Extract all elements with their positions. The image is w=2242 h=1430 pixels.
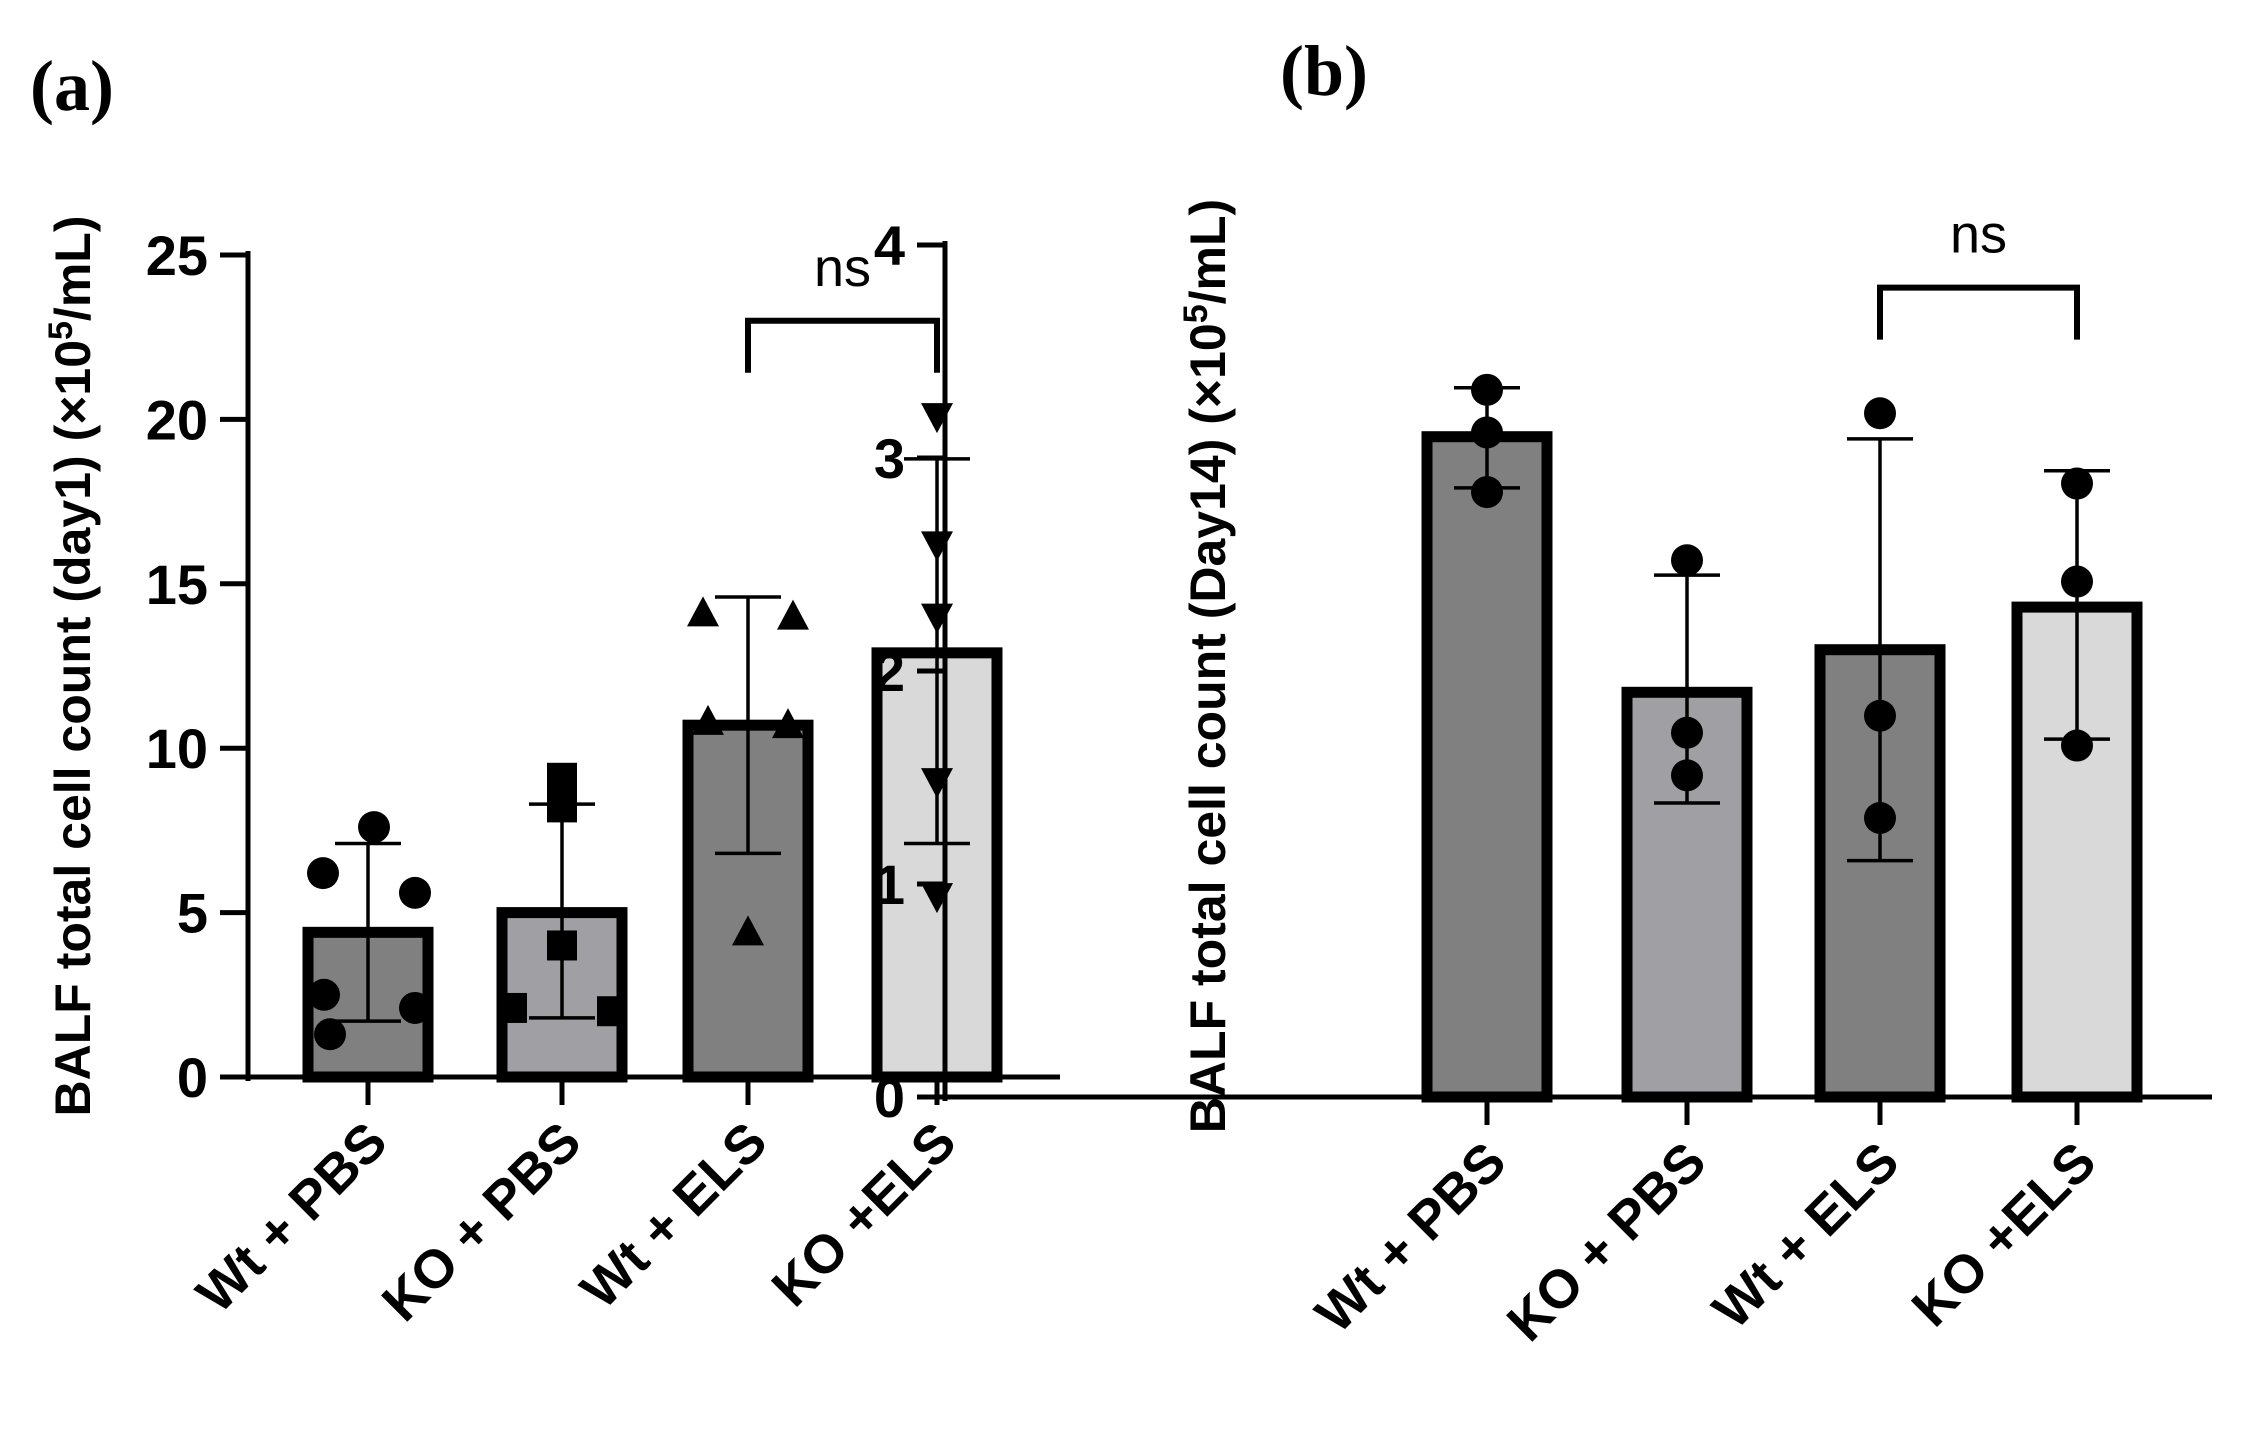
x-tick-label-b-4: KO +ELS [1901,1131,2108,1338]
data-point-a-4-1 [921,403,953,434]
significance-bracket-b [1877,284,2080,340]
x-tick-label-b-3: Wt + ELS [1702,1131,1911,1340]
y-tick-label-a-5: 25 [146,224,208,287]
data-point-a-1-4 [308,978,340,1011]
data-point-a-1-2 [307,857,339,890]
data-point-b-2-2 [1671,716,1703,749]
data-point-b-3-3 [1864,801,1896,834]
data-point-a-1-6 [314,1018,346,1051]
bar-a-4 [871,647,1003,1083]
x-tick-label-a-4: KO +ELS [761,1111,968,1318]
y-tick-label-a-2: 10 [146,717,208,780]
chart-panel-2: (b) BALF total cell count (Day14) (×105/m… [874,31,2212,1353]
y-axis-label: BALF total cell count (Day14) (×105/mL) [1177,199,1236,1133]
data-point-b-3-2 [1864,699,1896,732]
y-tick-label-b-4: 4 [874,214,905,277]
y-tick-label-b-2: 2 [874,640,905,703]
x-tick-label-a-3: Wt + ELS [570,1111,779,1320]
data-point-b-2-1 [1671,544,1703,577]
data-point-b-4-3 [2061,729,2093,762]
data-point-b-1-3 [1471,476,1503,509]
y-tick-label-b-1: 1 [874,853,905,916]
data-point-a-2-3 [547,930,577,961]
significance-label-b: ns [1950,205,2007,265]
data-point-a-4-3 [921,603,953,634]
y-tick-label-a-0: 0 [177,1046,208,1109]
significance-bracket-a [745,317,940,373]
y-axis-label: BALF total cell count (day1) (×105/mL) [42,216,101,1117]
data-point-a-3-3 [692,704,724,735]
y-tick-label-b-0: 0 [874,1066,905,1129]
chart-panel-1: (a) BALF total cell count (day1) (×105/mL… [30,46,1060,1333]
data-point-a-3-2 [777,599,809,630]
data-point-b-4-1 [2061,467,2093,500]
x-tick-label-a-2: KO + PBS [371,1111,593,1333]
data-point-a-3-1 [687,596,719,627]
data-point-b-4-2 [2061,565,2093,598]
data-point-b-2-3 [1671,759,1703,792]
significance-label-a: ns [814,238,871,298]
data-point-a-3-4 [772,708,804,739]
data-point-a-2-4 [497,992,527,1023]
y-tick-label-a-1: 5 [177,882,208,945]
y-tick-label-b-3: 3 [874,427,905,490]
data-point-a-2-5 [597,996,627,1027]
x-tick-label-b-1: Wt + PBS [1304,1131,1517,1344]
data-point-b-1-1 [1471,373,1503,406]
data-point-a-3-5 [732,915,764,946]
bar-b-1 [1421,431,1553,1103]
data-point-a-2-2 [547,792,577,823]
y-tick-label-a-3: 15 [146,553,208,616]
data-point-a-2-1 [547,762,577,793]
data-point-a-1-3 [399,876,431,909]
data-point-b-3-1 [1864,397,1896,430]
data-point-b-1-2 [1471,416,1503,449]
data-point-a-1-1 [358,811,390,844]
x-tick-label-b-2: KO + PBS [1496,1131,1718,1353]
data-point-a-1-5 [399,991,431,1024]
data-point-a-4-2 [921,531,953,562]
panel-label: (a) [30,46,114,126]
x-tick-label-a-1: Wt + PBS [185,1111,398,1324]
y-tick-label-a-4: 20 [146,388,208,451]
panel-label: (b) [1280,31,1368,111]
